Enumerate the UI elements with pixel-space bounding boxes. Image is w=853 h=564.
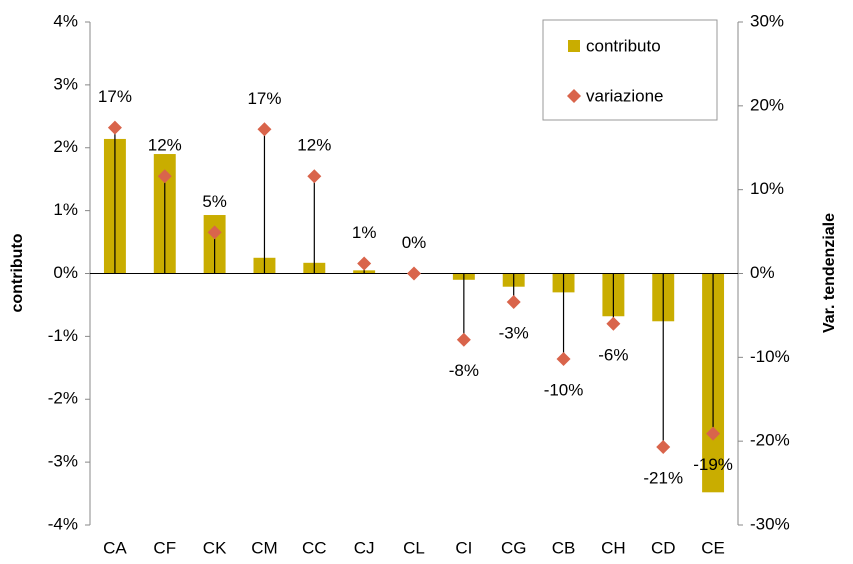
marker [656, 440, 671, 455]
legend-box [542, 19, 718, 121]
y2-tick-label: 30% [750, 11, 784, 30]
y-tick-label: 3% [53, 74, 78, 93]
data-label: -10% [544, 380, 584, 399]
data-label: -21% [643, 469, 683, 488]
marker [407, 266, 421, 281]
data-label: -3% [499, 323, 529, 342]
marker [207, 225, 222, 240]
x-tick-label: CC [302, 538, 327, 557]
data-label: 12% [297, 136, 331, 155]
x-tick-label: CA [103, 538, 127, 557]
y2-tick-label: -10% [750, 347, 790, 366]
marker [706, 426, 721, 441]
x-tick-label: CE [701, 538, 725, 557]
y-tick-label: 4% [53, 11, 78, 30]
data-label: 0% [402, 233, 427, 252]
y2-tick-label: 20% [750, 95, 784, 114]
data-label: 1% [352, 223, 377, 242]
marker [506, 295, 521, 310]
y-tick-label: -4% [48, 514, 78, 533]
data-label: 17% [98, 87, 132, 106]
y-tick-label: 2% [53, 137, 78, 156]
marker [107, 120, 122, 135]
data-label: 5% [202, 192, 227, 211]
x-tick-label: CJ [354, 538, 375, 557]
marker [307, 169, 322, 184]
y-axis-label: contributo [9, 233, 26, 312]
marker [456, 332, 471, 347]
y-tick-label: 1% [53, 200, 78, 219]
y2-tick-label: 10% [750, 179, 784, 198]
data-label: -8% [449, 361, 479, 380]
y-tick-label: -1% [48, 326, 78, 345]
legend-label: contributo [586, 36, 661, 55]
data-label: 12% [148, 136, 182, 155]
y-tick-label: 0% [53, 263, 78, 282]
marker [157, 169, 172, 184]
y2-tick-label: -20% [750, 431, 790, 450]
x-tick-label: CL [403, 538, 425, 557]
legend-marker [567, 89, 581, 103]
x-tick-label: CI [455, 538, 472, 557]
x-tick-label: CD [651, 538, 676, 557]
legend-label: variazione [586, 86, 664, 105]
x-tick-label: CF [153, 538, 176, 557]
x-tick-label: CH [601, 538, 626, 557]
y2-axis-label: Var. tendenziale [821, 213, 838, 333]
y2-tick-label: 0% [750, 263, 775, 282]
x-tick-label: CB [552, 538, 576, 557]
data-label: -6% [598, 345, 628, 364]
x-tick-label: CG [501, 538, 527, 557]
marker [606, 316, 621, 331]
x-tick-label: CK [203, 538, 227, 557]
marker [357, 256, 372, 271]
data-label: -19% [693, 455, 733, 474]
y2-tick-label: -30% [750, 514, 790, 533]
y-tick-label: -3% [48, 452, 78, 471]
data-label: 17% [247, 89, 281, 108]
marker [556, 352, 571, 367]
x-tick-label: CM [251, 538, 277, 557]
y-tick-label: -2% [48, 389, 78, 408]
marker [257, 122, 272, 137]
legend-swatch [568, 40, 580, 52]
